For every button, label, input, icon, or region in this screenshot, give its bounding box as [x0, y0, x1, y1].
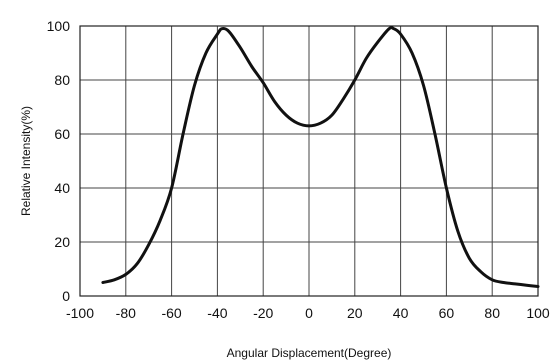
y-tick-label: 40 [54, 180, 70, 196]
x-tick-label: -80 [116, 305, 136, 321]
y-axis-title: Relative Intensity(%) [19, 106, 33, 216]
x-tick-label: 20 [347, 305, 363, 321]
x-tick-label: -100 [66, 305, 94, 321]
x-tick-label: 40 [393, 305, 409, 321]
y-tick-label: 100 [47, 18, 71, 34]
x-axis-ticks: -100 -80 -60 -40 -20 0 20 40 60 80 100 [66, 305, 550, 321]
y-tick-label: 60 [54, 126, 70, 142]
plot-frame [79, 25, 539, 297]
y-axis-ticks: 0 20 40 60 80 100 [47, 18, 71, 304]
x-axis-title: Angular Displacement(Degree) [227, 346, 392, 360]
x-tick-label: 80 [484, 305, 500, 321]
x-tick-label: 0 [305, 305, 313, 321]
y-tick-label: 80 [54, 72, 70, 88]
series-line [101, 25, 540, 289]
x-tick-label: 60 [439, 305, 455, 321]
x-tick-label: -60 [161, 305, 181, 321]
x-tick-label: -20 [253, 305, 273, 321]
y-tick-label: 20 [54, 234, 70, 250]
x-tick-label: -40 [207, 305, 227, 321]
plot-area [101, 25, 540, 289]
y-tick-label: 0 [62, 288, 70, 304]
grid [79, 25, 539, 297]
x-tick-label: 100 [526, 305, 550, 321]
